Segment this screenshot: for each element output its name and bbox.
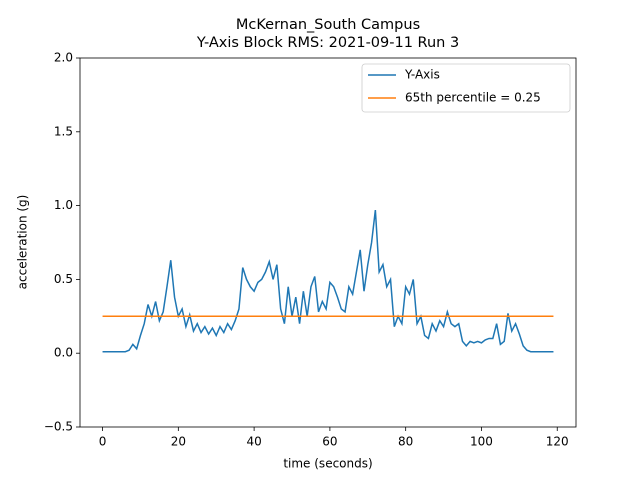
x-tick-label: 20 (171, 435, 186, 449)
x-axis-label: time (seconds) (283, 457, 372, 471)
y-tick-label: 0.5 (54, 272, 73, 286)
y-tick-label: 2.0 (54, 51, 73, 65)
x-tick-label: 120 (546, 435, 569, 449)
y-tick-label: 1.0 (54, 198, 73, 212)
plot-frame (79, 57, 577, 428)
x-tick-label: 80 (398, 435, 413, 449)
x-tick-label: 40 (246, 435, 261, 449)
y-axis-label: acceleration (g) (16, 195, 30, 290)
x-tick-label: 100 (470, 435, 493, 449)
legend-box (361, 63, 571, 113)
x-tick-label: 0 (99, 435, 107, 449)
y-tick-label: 1.5 (54, 124, 73, 138)
legend-label: 65th percentile = 0.25 (405, 91, 541, 105)
y-tick-label: −0.5 (44, 420, 73, 434)
chart-subtitle: Y-Axis Block RMS: 2021-09-11 Run 3 (196, 35, 459, 51)
legend-label: Y-Axis (404, 68, 440, 82)
chart-title: McKernan_South Campus (236, 17, 420, 33)
x-tick-label: 60 (322, 435, 337, 449)
y-tick-label: 0.0 (54, 346, 73, 360)
data-line (102, 209, 554, 353)
